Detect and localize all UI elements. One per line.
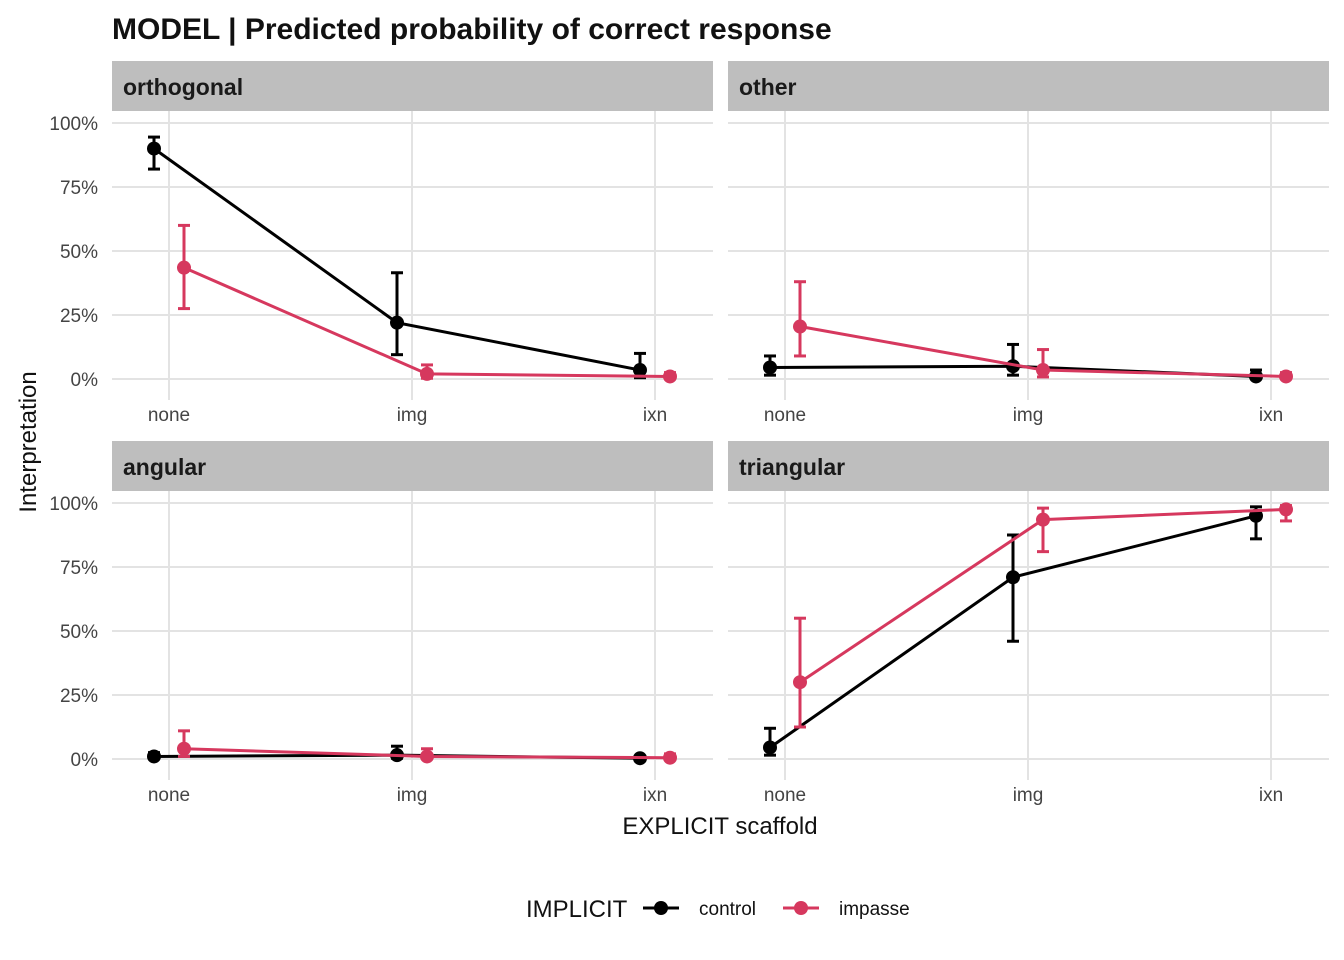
x-tick-label: ixn <box>1259 405 1283 426</box>
y-tick-label: 75% <box>60 178 98 199</box>
x-tick-label: none <box>148 785 190 806</box>
data-point-impasse <box>420 366 434 381</box>
series-impasse <box>793 502 1293 729</box>
data-point-control <box>147 749 161 764</box>
error-bar <box>794 616 806 729</box>
data-point-impasse <box>793 319 807 334</box>
legend-key-point <box>794 901 808 915</box>
error-bar <box>1007 533 1019 643</box>
y-tick-label: 25% <box>60 306 98 327</box>
strip-other <box>728 61 1329 111</box>
data-point-control <box>390 315 404 330</box>
strip-label-angular: angular <box>123 454 206 480</box>
x-tick-label: none <box>764 785 806 806</box>
y-tick-label: 50% <box>60 242 98 263</box>
series-impasse <box>793 280 1293 384</box>
data-point-impasse <box>663 750 677 765</box>
data-point-control <box>1006 570 1020 585</box>
data-point-impasse <box>1279 369 1293 384</box>
series-control <box>147 135 647 380</box>
strip-orthogonal <box>112 61 713 111</box>
data-point-impasse <box>420 749 434 764</box>
x-tick-label: img <box>397 785 428 806</box>
data-point-impasse <box>1036 363 1050 378</box>
x-tick-label: ixn <box>643 405 667 426</box>
y-axis-title: Interpretation <box>15 371 42 512</box>
data-point-impasse <box>177 260 191 275</box>
strip-label-other: other <box>739 74 797 100</box>
y-tick-label: 50% <box>60 622 98 643</box>
data-point-impasse <box>793 675 807 690</box>
panel-triangular: triangular none img ixn <box>728 441 1329 806</box>
legend: IMPLICIT control impasse <box>526 896 910 923</box>
y-tick-label: 0% <box>71 750 99 771</box>
error-bar <box>794 280 806 358</box>
panel-orthogonal: orthogonal 0% 25% 50% 75% 100% none img ixn <box>49 61 713 426</box>
x-axis-title: EXPLICIT scaffold <box>622 813 817 840</box>
y-tick-label: 75% <box>60 558 98 579</box>
panel-other: other none img ixn <box>728 61 1329 426</box>
x-tick-label: none <box>764 405 806 426</box>
strip-label-orthogonal: orthogonal <box>123 74 243 100</box>
x-tick-label: none <box>148 405 190 426</box>
data-point-impasse <box>177 741 191 756</box>
legend-key-point <box>654 901 668 915</box>
data-point-impasse <box>663 369 677 384</box>
legend-label: control <box>699 899 756 920</box>
data-point-control <box>633 363 647 378</box>
legend-label: impasse <box>839 899 910 920</box>
data-point-impasse <box>1036 512 1050 527</box>
series-line-impasse <box>183 266 671 378</box>
series-impasse <box>177 729 677 765</box>
strip-angular <box>112 441 713 491</box>
data-point-control <box>763 740 777 755</box>
y-tick-label: 25% <box>60 686 98 707</box>
data-point-control <box>147 141 161 156</box>
x-tick-label: ixn <box>1259 785 1283 806</box>
y-tick-label: 0% <box>71 370 99 391</box>
data-point-impasse <box>1279 502 1293 517</box>
chart-title: MODEL | Predicted probability of correct… <box>112 13 832 46</box>
error-bar <box>391 271 403 357</box>
x-tick-label: img <box>397 405 428 426</box>
series-control <box>763 505 1263 757</box>
legend-entry-impasse: impasse <box>783 899 910 920</box>
x-tick-label: img <box>1013 405 1044 426</box>
y-tick-label: 100% <box>49 494 98 515</box>
series-impasse <box>177 223 677 384</box>
data-point-control <box>763 360 777 375</box>
panel-angular: angular 0% 25% 50% 75% 100% none img ixn <box>49 441 713 806</box>
strip-label-triangular: triangular <box>739 454 845 480</box>
x-tick-label: ixn <box>643 785 667 806</box>
strip-triangular <box>728 441 1329 491</box>
legend-entry-control: control <box>643 899 756 920</box>
x-tick-label: img <box>1013 785 1044 806</box>
legend-title: IMPLICIT <box>526 896 628 923</box>
y-tick-label: 100% <box>49 114 98 135</box>
